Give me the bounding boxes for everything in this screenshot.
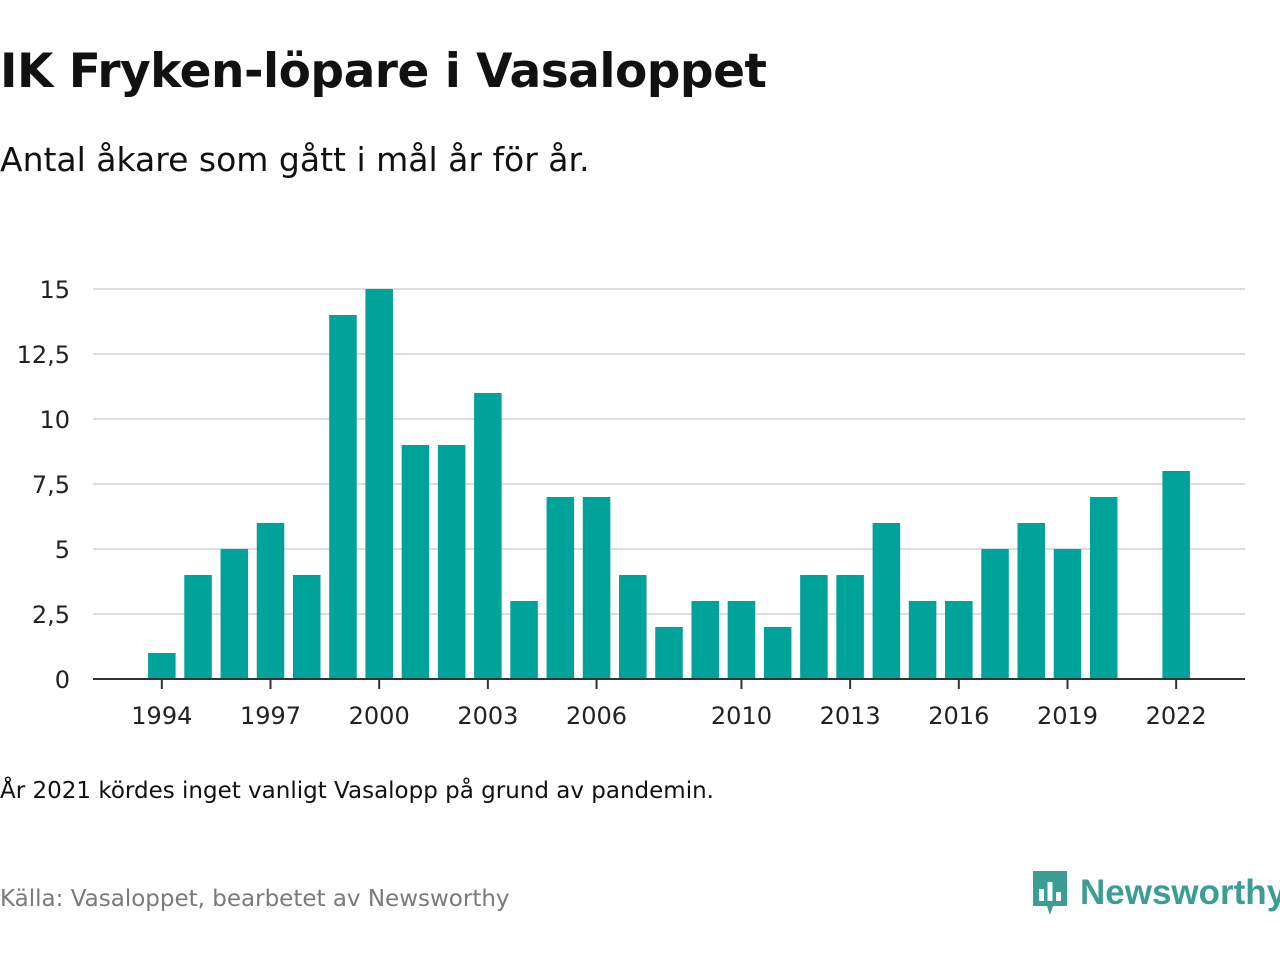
bar [836, 575, 864, 679]
x-tick-label: 1997 [240, 702, 301, 730]
bar [474, 393, 502, 679]
x-tick-label: 2016 [928, 702, 989, 730]
y-tick-label: 12,5 [17, 341, 70, 369]
x-tick-label: 1994 [131, 702, 192, 730]
x-tick-label: 2010 [711, 702, 772, 730]
bar [437, 445, 466, 679]
bar [908, 601, 937, 679]
y-tick-label: 15 [39, 276, 70, 304]
x-axis-ticks: 1994 1997 2000 2003 2006 2010 2013 2016 2019 2022 [131, 679, 1207, 730]
y-axis-ticks: 0 2,5 5 7,5 10 12,5 15 [17, 276, 70, 694]
bar [800, 575, 828, 679]
x-tick-label: 2000 [349, 702, 410, 730]
y-tick-label: 5 [55, 536, 70, 564]
bar [691, 601, 719, 679]
y-tick-label: 0 [55, 666, 70, 694]
bar [256, 523, 285, 679]
bar [1162, 471, 1190, 679]
x-tick-label: 2006 [566, 702, 627, 730]
source-credit: Källa: Vasaloppet, bearbetet av Newswort… [0, 886, 510, 912]
bar [872, 523, 901, 679]
bar [546, 497, 575, 679]
bar [763, 627, 792, 679]
newsworthy-logo-icon [1033, 871, 1067, 915]
bar [1089, 497, 1118, 679]
bar [401, 445, 430, 679]
bar [329, 315, 357, 679]
bar [148, 653, 176, 679]
brand-logo[interactable]: Newsworthy [1030, 868, 1280, 918]
chart-title: IK Fryken-löpare i Vasaloppet [0, 44, 767, 99]
x-tick-label: 2003 [457, 702, 518, 730]
bar [1053, 549, 1082, 679]
y-tick-label: 10 [39, 406, 70, 434]
bar [582, 497, 611, 679]
bar [945, 601, 973, 679]
y-tick-label: 2,5 [32, 601, 70, 629]
bar [220, 549, 249, 679]
bar-chart: 0 2,5 5 7,5 10 12,5 15 1994 1997 2000 2003 2006 201… [17, 276, 1245, 730]
bar [365, 289, 393, 679]
gridlines [93, 288, 1245, 615]
y-tick-label: 7,5 [32, 471, 70, 499]
bar [510, 601, 538, 679]
bar [184, 575, 212, 679]
bar [1017, 523, 1046, 679]
chart-subtitle: Antal åkare som gått i mål år för år. [0, 140, 590, 179]
bar [727, 601, 756, 679]
bars [148, 289, 1190, 679]
x-tick-label: 2013 [820, 702, 881, 730]
brand-name: Newsworthy [1080, 873, 1280, 912]
bar [619, 575, 647, 679]
x-tick-label: 2019 [1037, 702, 1098, 730]
footnote: År 2021 kördes inget vanligt Vasalopp på… [0, 778, 714, 804]
x-tick-label: 2022 [1146, 702, 1207, 730]
bar [655, 627, 683, 679]
bar [292, 575, 321, 679]
bar [981, 549, 1009, 679]
